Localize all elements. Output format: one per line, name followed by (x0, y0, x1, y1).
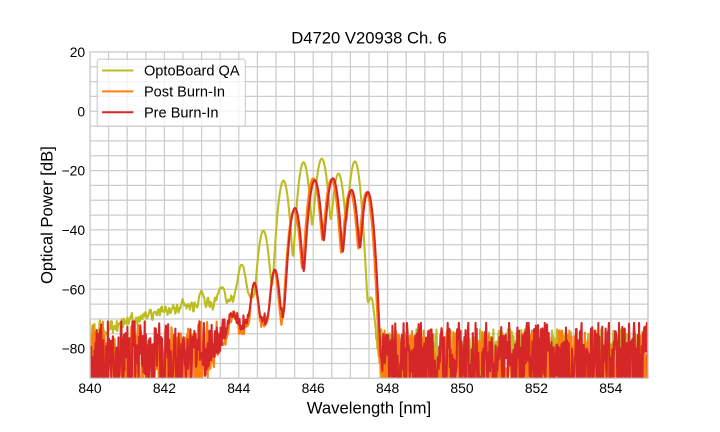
svg-text:Optical Power [dB]: Optical Power [dB] (38, 146, 57, 284)
svg-text:Post Burn-In: Post Burn-In (144, 84, 225, 100)
svg-text:850: 850 (450, 380, 473, 396)
svg-text:Wavelength [nm]: Wavelength [nm] (307, 399, 431, 418)
svg-text:−80: −80 (62, 341, 86, 357)
svg-text:854: 854 (599, 380, 622, 396)
svg-text:846: 846 (302, 380, 325, 396)
svg-text:20: 20 (70, 44, 86, 60)
svg-text:−20: −20 (62, 163, 86, 179)
svg-text:D4720 V20938 Ch. 6: D4720 V20938 Ch. 6 (291, 29, 447, 48)
svg-text:848: 848 (376, 380, 399, 396)
svg-text:844: 844 (227, 380, 250, 396)
svg-text:840: 840 (78, 380, 101, 396)
svg-text:842: 842 (153, 380, 176, 396)
svg-text:Pre Burn-In: Pre Burn-In (144, 105, 219, 121)
svg-text:852: 852 (525, 380, 548, 396)
svg-text:0: 0 (77, 103, 85, 119)
svg-text:−40: −40 (62, 222, 86, 238)
svg-text:OptoBoard QA: OptoBoard QA (144, 64, 240, 80)
svg-text:−60: −60 (62, 281, 86, 297)
